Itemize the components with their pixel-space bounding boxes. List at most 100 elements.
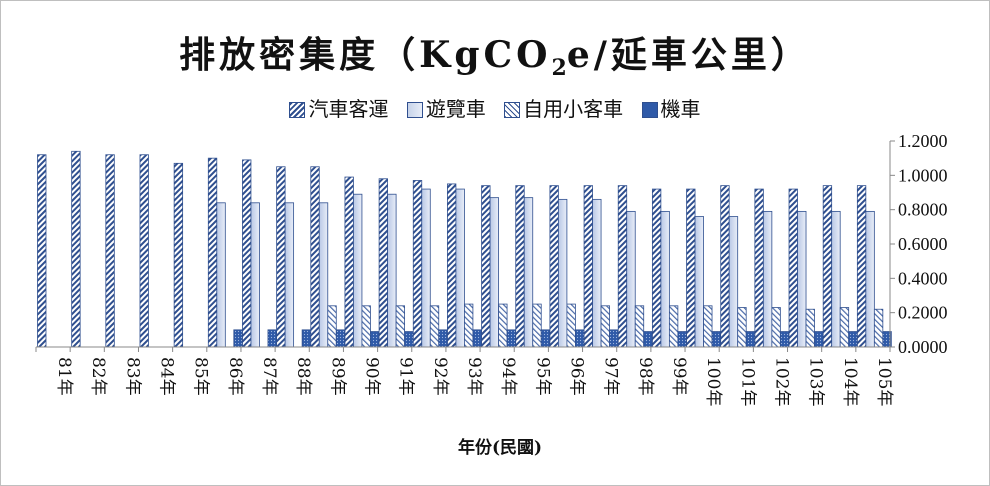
y-tick-label: 0.0000 [898,337,948,357]
legend-item-tour-bus: 遊覽車 [406,93,486,122]
x-tick-label: 98年 [635,357,655,396]
x-tick-label: 95年 [532,357,552,396]
bar-bus-89年 [310,166,320,348]
bar-motorcycle-95年 [540,329,551,348]
legend-item-bus: 汽車客運 [289,93,388,122]
y-tick-label: 0.8000 [898,200,948,220]
bar-motorcycle-92年 [438,329,448,348]
legend-swatch-motorcycle [641,102,658,118]
bar-tour-bus-86年 [216,202,226,348]
bar-tour-bus-97年 [592,198,602,348]
bar-tour-bus-87年 [250,202,260,348]
legend-item-car: 自用小客車 [504,93,623,122]
x-tick-label: 97年 [601,357,621,396]
bar-motorcycle-88年 [301,329,312,348]
bar-tour-bus-100年 [694,216,704,348]
legend-item-motorcycle: 機車 [641,93,701,122]
bar-bus-101年 [720,185,730,348]
bar-tour-bus-95年 [523,197,534,348]
x-tick-label: 91年 [396,357,416,396]
bar-car-91年 [395,305,406,348]
x-tick-label: 92年 [430,357,450,396]
bar-bus-97年 [583,185,593,348]
x-tick-label: 86年 [225,357,245,396]
bar-car-101年 [737,307,747,348]
y-tick-label: 0.6000 [898,234,948,254]
x-tick-label: 105年 [874,357,894,406]
bar-bus-90年 [344,176,354,348]
bar-bus-92年 [412,180,423,348]
legend-swatch-car [504,102,521,118]
bar-bus-93年 [447,183,457,348]
bar-bus-88年 [276,166,286,348]
bar-motorcycle-98年 [643,331,653,348]
y-tick-label: 0.4000 [898,268,948,288]
x-tick-label: 90年 [362,357,382,396]
bar-car-89年 [327,305,337,348]
x-tick-label: 103年 [806,357,826,406]
x-tick-label: 100年 [703,357,723,406]
bar-car-93年 [464,303,474,348]
bar-car-102年 [771,307,781,348]
bar-bus-84年 [139,154,149,348]
bar-tour-bus-105年 [865,210,875,348]
legend: 汽車客運 遊覽車 自用小客車 機車 [0,93,990,122]
bar-bus-98年 [617,185,628,348]
bar-bus-104年 [822,185,833,348]
bar-car-99年 [668,305,679,348]
bar-motorcycle-103年 [814,331,824,348]
bar-motorcycle-99年 [677,331,687,348]
bar-bus-83年 [105,154,115,348]
bar-car-103年 [805,308,815,348]
bar-tour-bus-102年 [762,210,773,348]
x-tick-label: 94年 [498,357,518,396]
x-tick-label: 81年 [54,357,74,396]
bar-tour-bus-99年 [660,210,670,348]
y-tick-label: 1.0000 [898,165,948,185]
bar-car-100年 [703,305,713,348]
x-tick-label: 83年 [122,357,142,396]
bar-bus-91年 [378,178,389,348]
x-tick-label: 82年 [88,357,108,396]
x-tick-label: 96年 [566,357,586,396]
bar-tour-bus-90年 [353,193,363,348]
bar-motorcycle-96年 [575,329,585,348]
bar-car-96年 [566,303,576,348]
x-tick-label: 101年 [737,357,757,406]
bar-motorcycle-104年 [848,331,858,348]
bar-bus-105年 [856,185,867,348]
legend-label-tour-bus: 遊覽車 [425,97,486,121]
bar-bus-81年 [37,154,47,348]
legend-label-motorcycle: 機車 [660,97,701,121]
x-axis-title: 年份(民國) [457,438,543,458]
bar-bus-82年 [71,150,81,348]
bar-motorcycle-93年 [472,329,482,348]
bar-motorcycle-101年 [745,331,756,348]
bar-motorcycle-89年 [335,329,346,348]
bar-motorcycle-90年 [370,331,380,348]
legend-label-bus: 汽車客運 [308,97,389,121]
bar-bus-87年 [242,159,252,348]
bar-tour-bus-104年 [831,210,841,348]
bar-motorcycle-86年 [233,329,243,348]
bar-car-94年 [498,303,508,348]
legend-swatch-bus [289,102,306,118]
bar-bus-95年 [515,185,525,348]
bar-bus-85年 [173,162,184,348]
x-tick-label: 93年 [464,357,484,396]
bar-bus-103年 [788,188,798,348]
legend-swatch-tour-bus [406,102,423,118]
bar-tour-bus-92年 [421,188,431,348]
bar-car-105年 [873,308,884,348]
bar-bus-102年 [754,188,764,348]
bar-tour-bus-94年 [489,197,499,348]
bar-bus-100年 [686,188,696,348]
bar-bus-99年 [651,188,662,348]
x-tick-label: 89年 [327,357,347,396]
bar-tour-bus-96年 [558,198,568,348]
chart-title: 排放密集度（KgCO2e/延車公里） [179,34,811,82]
bar-tour-bus-91年 [387,193,397,348]
bar-car-97年 [600,305,610,348]
bar-tour-bus-101年 [728,216,739,348]
